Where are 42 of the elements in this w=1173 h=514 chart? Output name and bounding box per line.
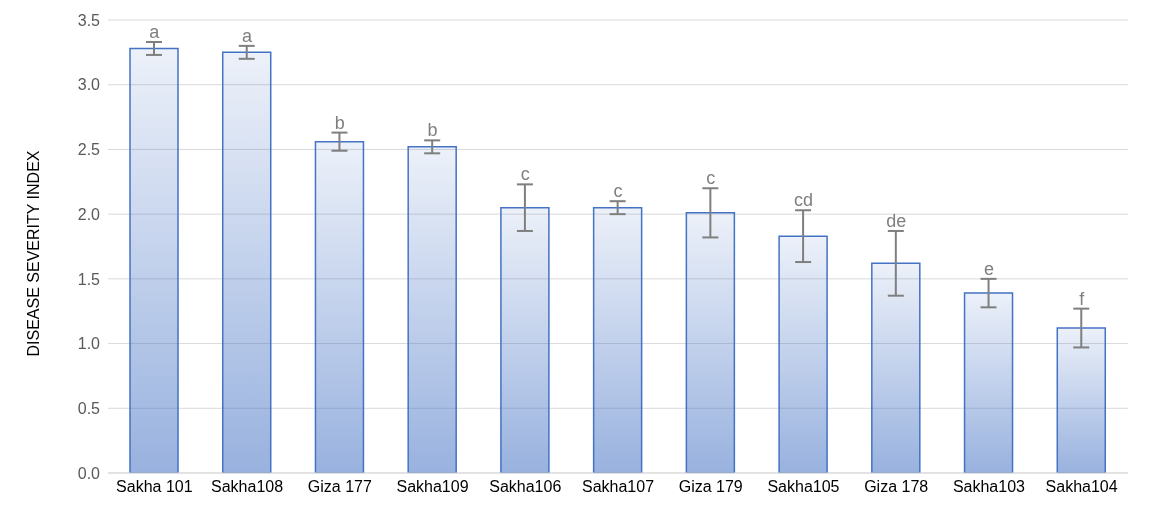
annotation: de <box>886 210 907 231</box>
y-tick-label: 0.0 <box>77 464 101 482</box>
x-tick-label: Sakha106 <box>489 478 562 496</box>
bar <box>221 51 272 473</box>
x-tick-label: Sakha104 <box>1045 478 1118 496</box>
y-axis-title: DISEASE SEVERITY INDEX <box>24 150 42 357</box>
y-tick-label: 2.0 <box>77 205 101 223</box>
annotation: a <box>149 22 161 42</box>
annotation: cd <box>793 190 813 211</box>
bar <box>871 262 921 473</box>
bar <box>778 235 828 473</box>
x-tick-label: Giza 178 <box>864 478 929 496</box>
x-tick-label: Giza 179 <box>678 478 743 496</box>
annotation: b <box>334 112 345 133</box>
bar <box>685 212 736 473</box>
bar <box>592 206 643 473</box>
bar <box>314 140 365 473</box>
annotation: c <box>613 181 623 202</box>
y-tick-label: 0.5 <box>77 399 101 417</box>
x-tick-label: Giza 177 <box>307 478 372 496</box>
y-tick-label: 2.5 <box>77 141 101 159</box>
x-tick-label: Sakha108 <box>211 478 284 496</box>
annotation: c <box>520 164 530 185</box>
x-tick-label: Sakha105 <box>767 478 840 496</box>
y-tick-label: 3.5 <box>77 11 101 29</box>
annotation: b <box>427 120 438 141</box>
bar <box>500 206 550 473</box>
y-tick-label: 3.0 <box>77 76 101 94</box>
annotation: c <box>706 168 716 189</box>
x-tick-label: Sakha107 <box>581 478 655 496</box>
annotation: a <box>242 25 254 46</box>
bar <box>407 146 457 473</box>
y-tick-label: 1.0 <box>77 335 101 353</box>
x-tick-label: Sakha109 <box>396 478 469 496</box>
x-tick-label: Sakha103 <box>952 478 1026 496</box>
bar <box>129 47 179 473</box>
bar <box>963 292 1014 473</box>
y-tick-label: 1.5 <box>77 270 101 288</box>
bar <box>1056 327 1107 473</box>
annotation: f <box>1079 288 1086 309</box>
x-tick-label: Sakha 101 <box>116 478 193 496</box>
annotation: e <box>983 258 994 279</box>
